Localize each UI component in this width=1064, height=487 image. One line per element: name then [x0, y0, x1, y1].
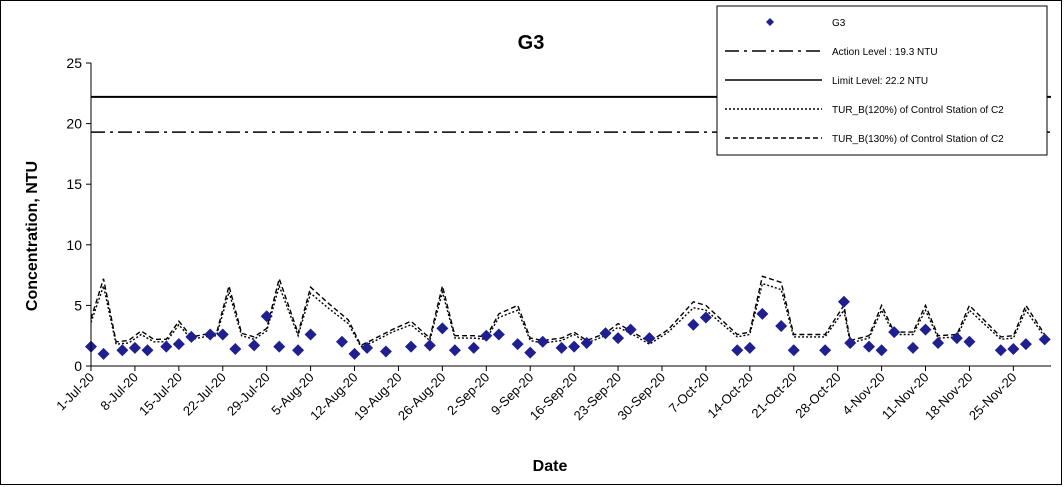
- g3-point: [348, 347, 361, 360]
- g3-point: [1038, 333, 1051, 346]
- g3-point: [568, 340, 581, 353]
- g3-point: [888, 326, 901, 339]
- y-tick-label: 0: [74, 358, 82, 374]
- x-tick-label: 15-Jul-20: [136, 370, 185, 419]
- g3-point: [837, 295, 850, 308]
- g3-point: [624, 323, 637, 336]
- g3-point: [216, 328, 229, 341]
- g3-point: [185, 330, 198, 343]
- x-tick-label: 1-Jul-20: [53, 370, 97, 414]
- y-axis-title: Concentration, NTU: [24, 161, 41, 311]
- g3-markers: [85, 295, 1051, 360]
- g3-point: [448, 344, 461, 357]
- x-tick-label: 8-Jul-20: [97, 370, 141, 414]
- legend: G3 Action Level : 19.3 NTU Limit Level: 22…: [716, 5, 1048, 156]
- g3-point: [555, 341, 568, 354]
- g3-point: [379, 345, 392, 358]
- g3-point: [480, 329, 493, 342]
- g3-point: [612, 332, 625, 345]
- y-tick-label: 20: [66, 116, 82, 132]
- g3-point: [599, 327, 612, 340]
- g3-point: [643, 332, 656, 345]
- x-tick-label: 14-Oct-20: [704, 370, 755, 421]
- g3-point: [304, 328, 317, 341]
- x-tick-label: 22-Jul-20: [180, 370, 229, 419]
- legend-label: Action Level : 19.3 NTU: [832, 47, 938, 58]
- x-tick-label: 26-Aug-20: [395, 370, 449, 424]
- g3-point: [536, 335, 549, 348]
- x-axis-title: Date: [533, 458, 568, 475]
- g3-point: [492, 328, 505, 341]
- g3-point: [172, 338, 185, 351]
- legend-label: Limit Level: 22.2 NTU: [832, 76, 928, 87]
- legend-marker-g3: [766, 18, 774, 26]
- g3-point: [524, 346, 537, 359]
- legend-label: TUR_B(120%) of Control Station of C2: [832, 105, 1004, 116]
- g3-point: [1019, 338, 1032, 351]
- y-tick-label: 25: [66, 55, 82, 71]
- g3-point: [423, 339, 436, 352]
- x-tick-label: 29-Jul-20: [224, 370, 273, 419]
- y-tick-label: 10: [66, 237, 82, 253]
- g3-point: [405, 340, 417, 353]
- g3-point: [787, 344, 800, 357]
- g3-point: [950, 332, 963, 345]
- g3-point: [844, 336, 857, 349]
- g3-point: [361, 341, 374, 354]
- g3-point: [699, 311, 712, 324]
- g3-point: [273, 340, 286, 353]
- g3-point: [731, 344, 744, 357]
- g3-point: [687, 318, 700, 331]
- g3-point: [819, 344, 832, 357]
- g3-point: [116, 344, 129, 357]
- g3-point: [963, 335, 976, 348]
- g3-point: [994, 344, 1007, 357]
- tur-b-120-line: [90, 282, 1046, 348]
- g3-point: [260, 310, 273, 323]
- g3-point: [743, 341, 756, 354]
- g3-point: [863, 340, 876, 353]
- g3-point: [775, 320, 788, 333]
- g3-point: [580, 336, 593, 349]
- g3-point: [919, 323, 932, 336]
- y-tick-label: 15: [66, 176, 82, 192]
- y-tick-label: 5: [74, 297, 82, 313]
- g3-point: [248, 339, 261, 352]
- x-tick-label: 30-Sep-20: [615, 370, 669, 424]
- x-tick-label: 25-Nov-20: [966, 370, 1020, 424]
- g3-point: [128, 341, 141, 354]
- g3-point: [436, 322, 449, 335]
- g3-point: [1007, 343, 1020, 356]
- g3-point: [97, 347, 110, 360]
- g3-point: [932, 336, 945, 349]
- tur-b-130-line: [90, 275, 1046, 347]
- legend-label: G3: [832, 18, 846, 29]
- g3-point: [511, 338, 524, 351]
- g3-point: [141, 344, 154, 357]
- legend-label: TUR_B(130%) of Control Station of C2: [832, 134, 1004, 145]
- chart-title: G3: [518, 32, 545, 54]
- g3-point: [335, 335, 348, 348]
- g3-point: [292, 344, 305, 357]
- g3-point: [875, 344, 888, 357]
- g3-point: [160, 340, 173, 353]
- g3-point: [229, 343, 242, 356]
- g3-point: [756, 307, 769, 320]
- x-tick-label: 2-Sep-20: [444, 370, 492, 418]
- g3-point: [906, 341, 919, 354]
- g3-point: [467, 341, 480, 354]
- x-tick-label: 28-Oct-20: [792, 370, 843, 421]
- g3-point: [204, 328, 217, 341]
- x-tick-label: 21-Oct-20: [748, 370, 799, 421]
